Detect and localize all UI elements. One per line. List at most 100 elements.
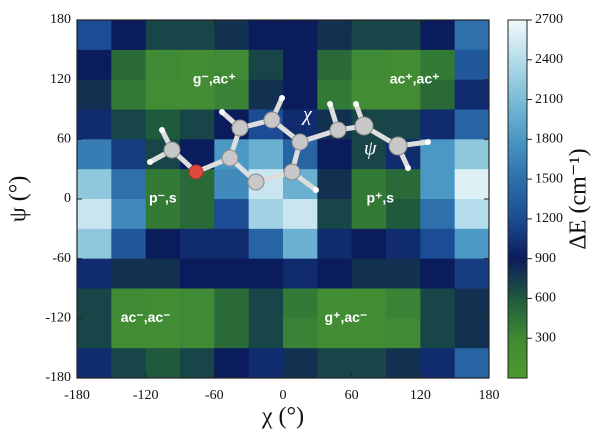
- region-label: ac⁺,ac⁺: [390, 70, 440, 86]
- heatmap-cell: [77, 318, 112, 348]
- colorbar-tick-label: 900: [535, 251, 556, 266]
- heatmap-cell: [352, 348, 387, 378]
- heatmap-cell: [352, 259, 387, 289]
- heatmap-cell: [283, 20, 318, 50]
- heatmap-cell: [77, 259, 112, 289]
- molecule-label: ψ: [364, 138, 377, 160]
- heatmap-cell: [180, 20, 215, 50]
- heatmap-cell: [146, 80, 181, 110]
- heatmap-cell: [386, 259, 421, 289]
- heatmap-cell: [317, 348, 352, 378]
- heatmap-cell: [111, 80, 146, 110]
- heatmap-cell: [317, 259, 352, 289]
- heatmap-cell: [77, 80, 112, 110]
- heatmap-cell: [111, 50, 146, 80]
- heatmap-cell: [77, 110, 112, 140]
- heatmap-cell: [352, 229, 387, 259]
- heatmap-cell: [283, 348, 318, 378]
- heatmap-cell: [386, 318, 421, 348]
- colorbar-tick-label: 1800: [535, 132, 563, 147]
- x-tick-label: -120: [133, 388, 159, 403]
- region-label: g⁻,ac⁺: [193, 70, 236, 86]
- heatmap-cell: [317, 20, 352, 50]
- heatmap-cell: [420, 229, 455, 259]
- heatmap-cell: [77, 348, 112, 378]
- colorbar-tick-label: 300: [535, 330, 556, 345]
- heatmap-cell: [455, 110, 490, 140]
- heatmap-cell: [180, 199, 215, 229]
- region-label: p⁺,s: [366, 190, 394, 206]
- heatmap-cell: [420, 199, 455, 229]
- colorbar-tick-label: 2700: [535, 12, 563, 27]
- heatmap-cell: [317, 50, 352, 80]
- heatmap-cell: [111, 110, 146, 140]
- heatmap-cell: [386, 110, 421, 140]
- heatmap-cell: [352, 20, 387, 50]
- y-tick-label: 180: [50, 12, 71, 27]
- heatmap-cell: [77, 229, 112, 259]
- heatmap-cell: [420, 259, 455, 289]
- heatmap-cell: [455, 289, 490, 319]
- x-tick-label: 180: [479, 388, 500, 403]
- heatmap-cell: [249, 229, 284, 259]
- colorbar-tick-label: 2400: [535, 52, 563, 67]
- heatmap-cell: [283, 199, 318, 229]
- heatmap-cell: [214, 318, 249, 348]
- heatmap-cell: [111, 229, 146, 259]
- heatmap-cell: [214, 259, 249, 289]
- heatmap-cell: [420, 348, 455, 378]
- heatmap-cell: [111, 139, 146, 169]
- y-tick-label: 60: [57, 132, 71, 147]
- chart: χ (°) ψ (°) ΔE (cm⁻¹) χ ψ g⁻,ac⁺ac⁺,ac⁺p…: [0, 0, 597, 433]
- heatmap-cell: [317, 169, 352, 199]
- heatmap-cell: [420, 110, 455, 140]
- heatmap-cell: [249, 139, 284, 169]
- y-tick-label: -180: [45, 370, 71, 385]
- heatmap-cell: [283, 259, 318, 289]
- heatmap-cell: [420, 289, 455, 319]
- heatmap-cell: [317, 199, 352, 229]
- heatmap-cell: [420, 20, 455, 50]
- page: χ (°) ψ (°) ΔE (cm⁻¹) χ ψ g⁻,ac⁺ac⁺,ac⁺p…: [0, 0, 597, 433]
- oxygen-atom: [189, 165, 203, 179]
- colorbar-tick-label: 1500: [535, 171, 563, 186]
- heatmap-cell: [455, 50, 490, 80]
- colorbar-tick-label: 600: [535, 291, 556, 306]
- heatmap-cell: [180, 289, 215, 319]
- heatmap-cell: [283, 50, 318, 80]
- heatmap-cell: [455, 348, 490, 378]
- x-tick-label: 0: [280, 388, 287, 403]
- y-tick-label: -60: [52, 251, 71, 266]
- heatmap-cell: [180, 259, 215, 289]
- y-tick-label: 0: [64, 191, 71, 206]
- heatmap-cell: [214, 348, 249, 378]
- colorbar: [508, 20, 527, 378]
- heatmap-cell: [111, 20, 146, 50]
- colorbar-tick-label: 1200: [535, 211, 563, 226]
- heatmap-cell: [249, 199, 284, 229]
- heatmap-cell: [77, 169, 112, 199]
- heatmap-cell: [180, 348, 215, 378]
- heatmap-cell: [317, 139, 352, 169]
- x-tick-label: 120: [410, 388, 431, 403]
- heatmap-cell: [420, 318, 455, 348]
- heatmap-cell: [249, 289, 284, 319]
- heatmap-cell: [420, 169, 455, 199]
- heatmap-cell: [386, 229, 421, 259]
- y-axis-label: ψ (°): [6, 176, 32, 223]
- heatmap-cell: [111, 259, 146, 289]
- heatmap-cell: [146, 259, 181, 289]
- heatmap-cell: [249, 259, 284, 289]
- heatmap-cell: [146, 229, 181, 259]
- heatmap-cell: [455, 20, 490, 50]
- heatmap-cell: [180, 110, 215, 140]
- heatmap-cell: [77, 20, 112, 50]
- heatmap-cell: [386, 289, 421, 319]
- heatmap-cell: [249, 50, 284, 80]
- x-axis-label: χ (°): [261, 404, 304, 430]
- heatmap-cell: [146, 20, 181, 50]
- heatmap-cell: [111, 169, 146, 199]
- heatmap-cell: [214, 289, 249, 319]
- heatmap-cell: [455, 199, 490, 229]
- heatmap-cell: [455, 318, 490, 348]
